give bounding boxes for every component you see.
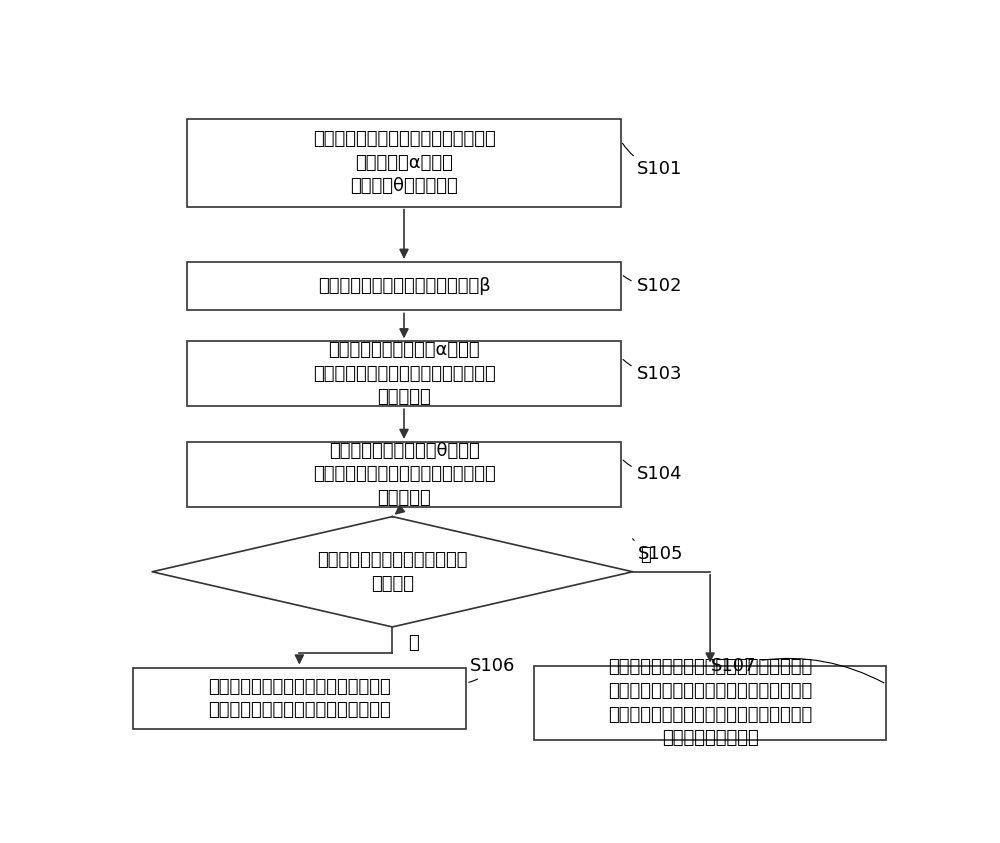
Text: 是: 是 — [408, 634, 419, 652]
Text: 获取所述炮弹动爆时的落速和落角β: 获取所述炮弹动爆时的落速和落角β — [318, 277, 490, 295]
Text: S101: S101 — [622, 143, 682, 179]
Text: S106: S106 — [469, 657, 515, 682]
Bar — [187, 341, 621, 406]
Text: S107: S107 — [711, 657, 884, 683]
Bar — [187, 442, 621, 507]
Bar — [133, 668, 466, 729]
Text: S102: S102 — [623, 276, 682, 295]
Polygon shape — [152, 517, 633, 627]
Bar — [187, 262, 621, 310]
Text: 当所述第一判断结果为否时，获取所述炮弹
动爆时的动态杀伤半径，依据所述动态杀伤
半径和所述动态下飞散角，获取所述炮弹动
爆时的第二动爆面积: 当所述第一判断结果为否时，获取所述炮弹 动爆时的动态杀伤半径，依据所述动态杀伤 … — [608, 658, 812, 747]
Text: 依据所述静爆上飞散角α、破片
速度和落速，获取所述炮弹动爆时的动
态上飞散角: 依据所述静爆上飞散角α、破片 速度和落速，获取所述炮弹动爆时的动 态上飞散角 — [313, 341, 495, 406]
Bar — [187, 119, 621, 207]
Text: 依据所述动态上飞散角和动态下飞散角
，获取所述炮弹动爆时的第一动爆面积: 依据所述动态上飞散角和动态下飞散角 ，获取所述炮弹动爆时的第一动爆面积 — [208, 678, 391, 719]
Text: S103: S103 — [623, 359, 682, 383]
Bar — [534, 666, 886, 740]
Text: S105: S105 — [633, 539, 684, 563]
Text: 获取所述炮弹的战斗部静爆时破片的静
爆上飞散角α、静爆
下飞散角θ和破片速度: 获取所述炮弹的战斗部静爆时破片的静 爆上飞散角α、静爆 下飞散角θ和破片速度 — [313, 130, 495, 196]
Text: S104: S104 — [623, 460, 682, 483]
Text: 否: 否 — [640, 546, 651, 564]
Text: 判断所述落角是否大于所述动态
上飞散角: 判断所述落角是否大于所述动态 上飞散角 — [317, 551, 468, 593]
Text: 依据所述静爆下飞散角θ、破片
速度和落速，获取所述炮弹动爆时的动
态下飞散角: 依据所述静爆下飞散角θ、破片 速度和落速，获取所述炮弹动爆时的动 态下飞散角 — [313, 442, 495, 507]
